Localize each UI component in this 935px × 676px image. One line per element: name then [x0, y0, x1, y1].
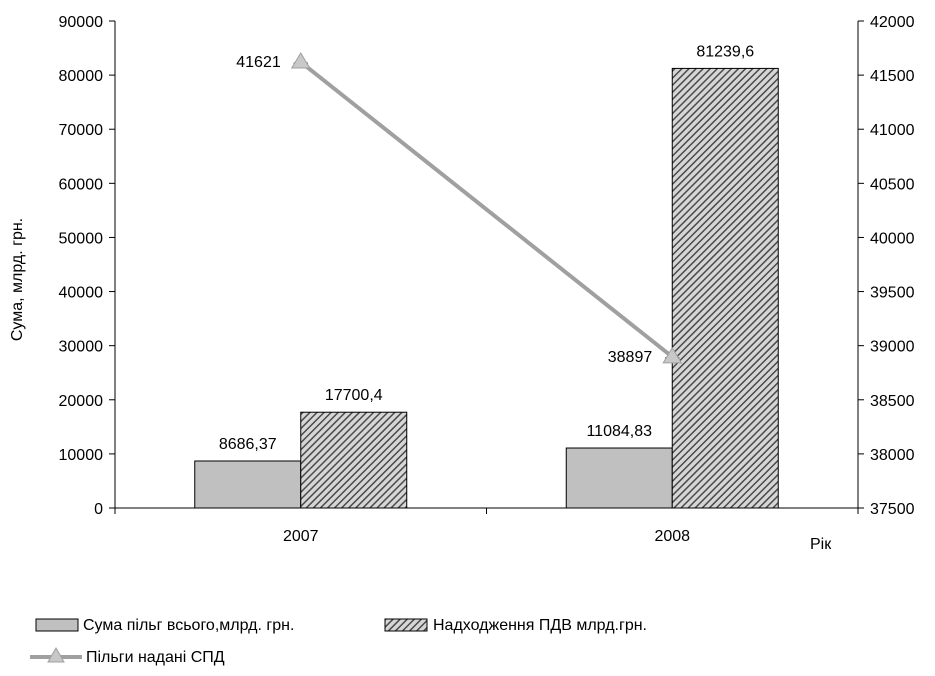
y-tick-label-right: 38500 [870, 393, 915, 410]
legend-swatch-pdv [384, 618, 428, 632]
line-series [290, 52, 683, 364]
line-value-label: 38897 [608, 349, 653, 366]
y-tick-label-left: 70000 [59, 122, 104, 139]
y-tick-label-right: 41000 [870, 122, 915, 139]
y-tick-label-right: 37500 [870, 501, 915, 518]
y-tick-label-right: 39500 [870, 285, 915, 302]
y-axis-title: Сума, млрд. грн. [9, 218, 26, 341]
legend-label-pdv: Надходження ПДВ млрд.грн. [433, 617, 647, 634]
x-tick-label: 2008 [654, 528, 690, 545]
bar [565, 447, 673, 509]
data-labels: 8686,37 11084,83 17700,4 81239,6 41621 38897 [219, 43, 754, 453]
y-tick-label-left: 0 [94, 501, 103, 518]
y-tick-label-left: 10000 [59, 447, 104, 464]
y-tick-label-left: 80000 [59, 68, 104, 85]
marker-triangle [290, 52, 311, 69]
y-tick-label-right: 42000 [870, 14, 915, 31]
y-tick-label-right: 40500 [870, 176, 915, 193]
y-tick-label-left: 90000 [59, 14, 104, 31]
axes: 0 10000 20000 30000 40000 50000 60000 70000 8000… [9, 14, 915, 553]
legend-marker-spd [47, 646, 65, 663]
bars [194, 67, 779, 509]
y-tick-label-left: 30000 [59, 339, 104, 356]
bar-value-label: 17700,4 [325, 387, 383, 404]
y-tick-label-right: 38000 [870, 447, 915, 464]
legend-swatch-pilhy [35, 618, 79, 632]
bar [194, 460, 302, 509]
x-axis-title: Рік [810, 536, 832, 553]
bar-value-label: 81239,6 [696, 43, 754, 60]
legend: Сума пільг всього,млрд. грн. Надходження … [30, 617, 647, 666]
bar-value-label: 11084,83 [586, 423, 652, 440]
bar [671, 67, 779, 509]
y-tick-label-right: 41500 [870, 68, 915, 85]
y-tick-label-left: 40000 [59, 285, 104, 302]
legend-label-spd: Пільги надані СПД [86, 649, 225, 666]
bar-value-label: 8686,37 [219, 436, 277, 453]
y-tick-label-left: 60000 [59, 176, 104, 193]
bar [300, 411, 408, 509]
y-tick-label-right: 40000 [870, 230, 915, 247]
y-tick-label-left: 20000 [59, 393, 104, 410]
x-tick-label: 2007 [283, 528, 319, 545]
legend-label-pilhy: Сума пільг всього,млрд. грн. [83, 617, 294, 634]
marker-triangle [662, 346, 683, 364]
line-value-label: 41621 [236, 54, 281, 71]
y-tick-label-right: 39000 [870, 339, 915, 356]
series-line [299, 60, 674, 359]
y-tick-label-left: 50000 [59, 230, 104, 247]
